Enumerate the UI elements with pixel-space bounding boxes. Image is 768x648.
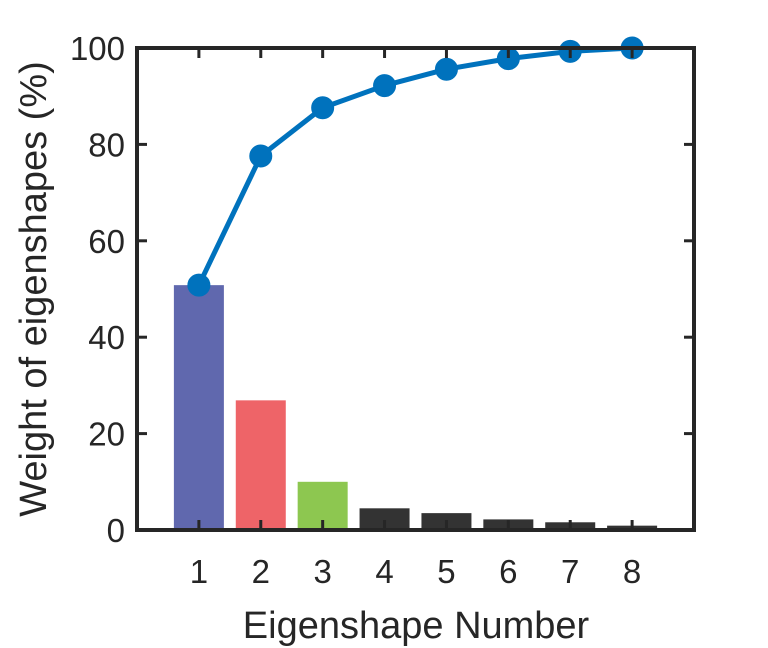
line-point-1 [187,273,211,297]
line-point-2 [249,144,273,168]
y-tick-label-100: 100 [70,30,125,67]
plot-area [137,48,694,530]
y-tick-label-20: 20 [88,416,125,453]
x-tick-label-3: 3 [313,553,331,590]
cumulative-line-series [187,36,644,297]
plot-frame [135,46,696,532]
x-tick-label-1: 1 [190,553,208,590]
y-tick-label-0: 0 [107,512,125,549]
y-tick-label-40: 40 [88,319,125,356]
tick-marks [137,46,694,532]
bar-2 [235,400,286,530]
x-tick-label-4: 4 [375,553,393,590]
axes [135,46,696,532]
y-axis-label: Weight of eigenshapes (%) [13,61,55,517]
x-tick-label-6: 6 [499,553,517,590]
line-point-4 [373,74,397,98]
x-tick-label-2: 2 [252,553,270,590]
plot-background [137,48,694,530]
y-tick-label-80: 80 [88,126,125,163]
bar-1 [173,285,224,530]
x-tick-label-7: 7 [561,553,579,590]
x-tick-label-5: 5 [437,553,455,590]
tick-labels: 0 20 40 60 80 100 1 2 3 4 5 6 7 8 [70,30,641,590]
x-tick-label-8: 8 [623,553,641,590]
y-tick-label-60: 60 [88,223,125,260]
bar-4 [359,508,410,530]
line-point-5 [434,57,458,81]
line-point-3 [311,96,335,120]
x-axis-label: Eigenshape Number [243,605,590,647]
